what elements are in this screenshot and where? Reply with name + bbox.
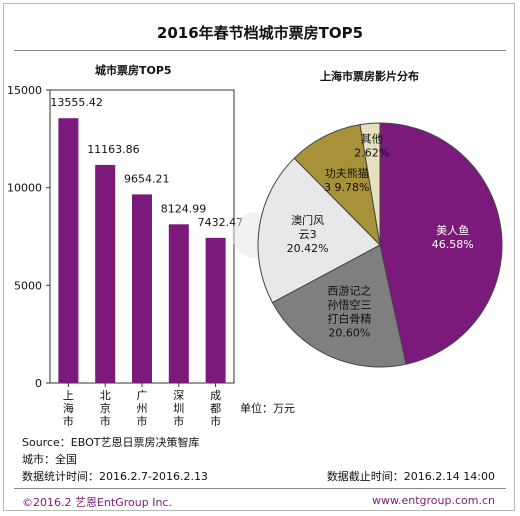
chart-frame — [3, 3, 515, 511]
watermark-logo — [232, 212, 278, 258]
source-note: Source：EBOT艺恩日票房决策智库 — [22, 436, 200, 449]
pie-chart-title: 上海市票房影片分布 — [320, 70, 419, 83]
stat-period-note: 数据统计时间：2016.2.7-2016.2.13 — [22, 470, 208, 483]
website-link[interactable]: www.entgroup.com.cn — [372, 494, 495, 507]
copyright: ©2016.2 艺恩EntGroup Inc. — [22, 496, 172, 509]
unit-label: 单位：万元 — [240, 402, 295, 415]
city-note: 城市：全国 — [22, 453, 77, 466]
bar-chart-title: 城市票房TOP5 — [95, 64, 172, 77]
footer-divider — [14, 488, 506, 489]
cutoff-note: 数据截止时间：2016.2.14 14:00 — [326, 470, 495, 483]
main-title: 2016年春节档城市票房TOP5 — [156, 24, 364, 42]
title-divider — [14, 50, 506, 51]
